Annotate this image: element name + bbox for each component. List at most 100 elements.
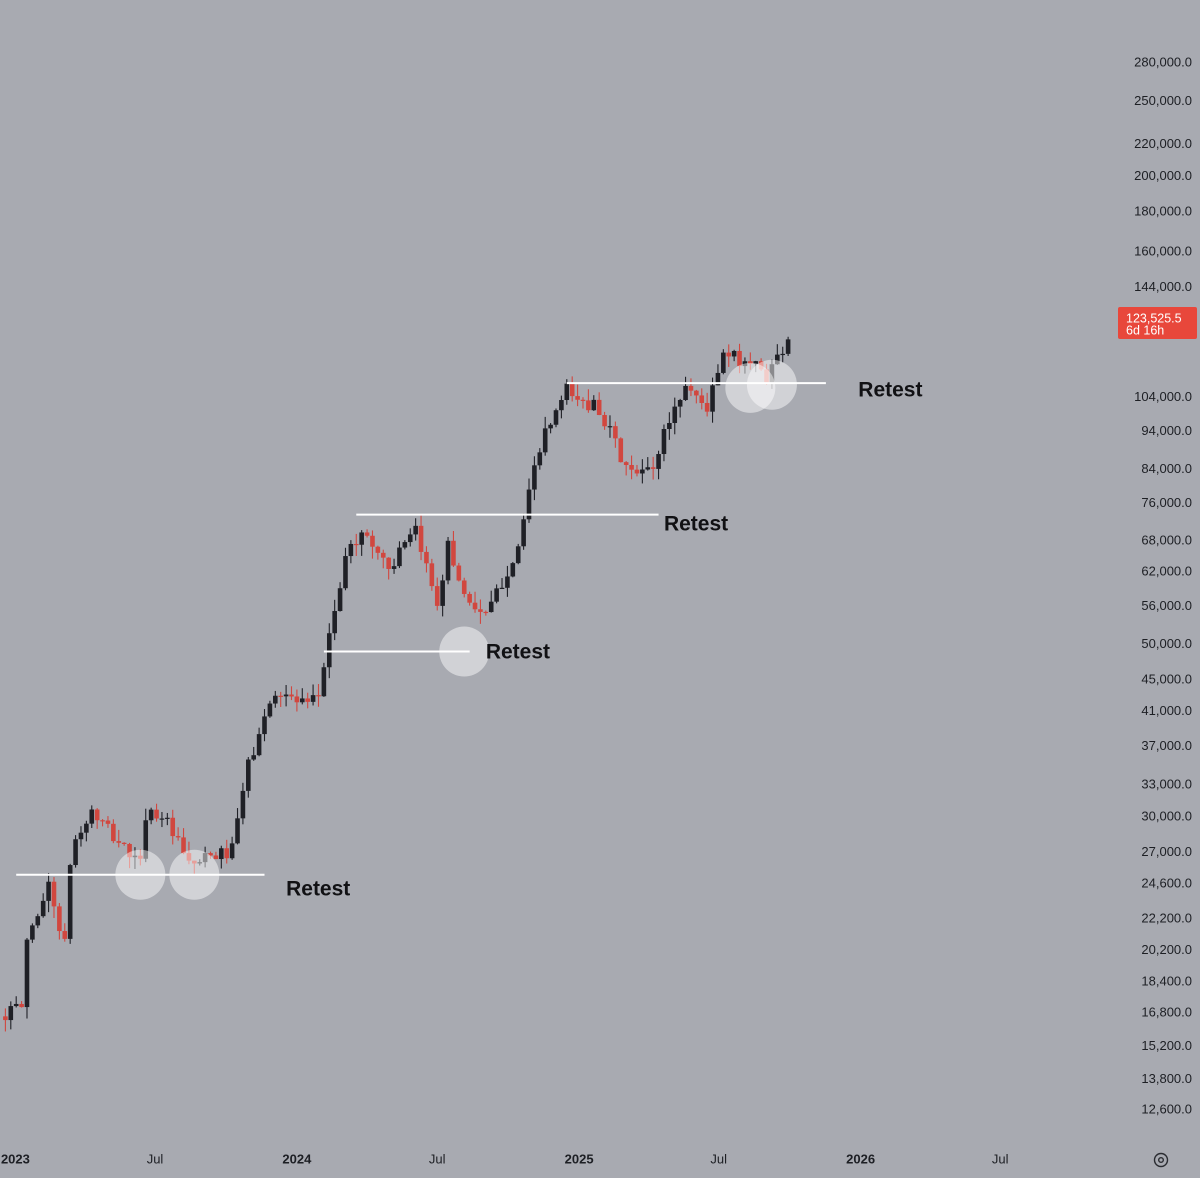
candle [94, 808, 100, 829]
candle [170, 809, 176, 845]
candle [758, 358, 764, 371]
y-tick-label: 144,000.0 [1134, 279, 1192, 294]
candle-body [283, 694, 289, 697]
candle [402, 540, 408, 550]
current-price-value: 123,525.5 [1126, 311, 1182, 325]
candle-body [343, 556, 348, 589]
candle [764, 363, 769, 385]
candle-body [19, 1003, 24, 1008]
candle [267, 700, 273, 718]
y-axis[interactable]: 280,000.0 250,000.0 220,000.0 200,000.0 180,… [1134, 55, 1192, 1117]
candle [224, 839, 230, 864]
candle [321, 662, 327, 697]
candle-body [154, 809, 159, 819]
candle [159, 811, 165, 828]
x-axis[interactable]: 2023 Jul 2024 Jul 2025 Jul 2026 Jul [1, 1151, 1009, 1166]
candle-body [780, 353, 786, 356]
retest-annotation: Retest [858, 379, 922, 402]
candle [73, 835, 78, 868]
candle-body [564, 383, 570, 401]
x-tick-label: 2023 [1, 1151, 30, 1166]
candle [386, 557, 391, 580]
candle [483, 610, 489, 616]
candle [618, 437, 624, 463]
candle-body [386, 557, 391, 569]
candle [143, 808, 149, 863]
candle-body [456, 565, 462, 581]
candle-body [256, 734, 262, 756]
candle-body [24, 939, 30, 1008]
candle [451, 530, 456, 567]
candle [8, 1001, 14, 1030]
candle [294, 689, 300, 712]
candle-body [165, 817, 170, 819]
y-tick-label: 180,000.0 [1134, 204, 1192, 219]
candle-body [634, 469, 640, 474]
candle [46, 872, 51, 913]
candle [343, 547, 348, 591]
candle [397, 541, 402, 569]
candle-body [310, 695, 316, 702]
candle [337, 582, 343, 612]
candle-body [121, 842, 127, 844]
candle [202, 846, 208, 868]
y-tick-label: 68,000.0 [1141, 532, 1192, 547]
candle [667, 412, 672, 440]
y-tick-label: 84,000.0 [1141, 461, 1192, 476]
candle [148, 807, 154, 825]
candle-body [262, 716, 267, 735]
candle [359, 530, 364, 556]
candle-body [326, 633, 332, 668]
candle [602, 411, 607, 430]
candle [634, 464, 640, 477]
candle-body [494, 588, 499, 602]
candle-body [785, 339, 791, 354]
candle [246, 757, 251, 798]
y-tick-label: 18,400.0 [1141, 974, 1192, 989]
candle [30, 923, 35, 943]
candle [57, 903, 62, 940]
candle [127, 842, 132, 869]
candle [35, 913, 41, 929]
candle-body [510, 563, 516, 577]
y-tick-label: 41,000.0 [1141, 703, 1192, 718]
candle [316, 683, 321, 707]
candle-body [3, 1016, 8, 1021]
candle-body [402, 542, 408, 548]
candle-body [219, 848, 224, 860]
candle-body [316, 695, 321, 697]
candle [24, 937, 30, 1019]
candle [192, 860, 197, 875]
candle-body [397, 547, 402, 567]
candle [51, 877, 57, 919]
candle-body [672, 406, 678, 424]
candle-body [267, 703, 273, 717]
candle-body [84, 823, 89, 833]
candle [607, 415, 613, 438]
candle-body [13, 1003, 19, 1007]
candle-body [440, 580, 445, 606]
x-tick-label: 2024 [282, 1151, 312, 1166]
candle-body [731, 350, 737, 357]
candle-body [148, 809, 154, 821]
candle [775, 344, 780, 365]
x-tick-label: Jul [147, 1151, 164, 1166]
candle-body [515, 546, 521, 564]
candle [429, 558, 435, 591]
candle-body [521, 519, 526, 547]
candle [100, 819, 105, 827]
candle-body [424, 551, 429, 564]
candle [785, 336, 791, 356]
candle-body [46, 881, 51, 901]
y-tick-label: 45,000.0 [1141, 672, 1192, 687]
candle-body [526, 489, 532, 520]
candle [84, 820, 89, 842]
candle-body [78, 832, 84, 840]
candle [515, 543, 521, 565]
candle-body [596, 399, 602, 416]
candle-body [591, 399, 597, 411]
settings-gear-icon[interactable] [1153, 1152, 1169, 1168]
